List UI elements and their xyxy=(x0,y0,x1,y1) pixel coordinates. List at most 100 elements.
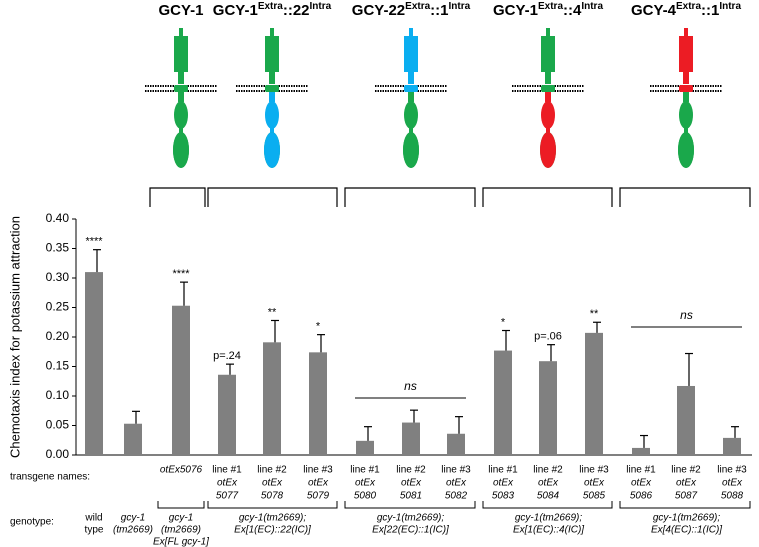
construct-title: GCY-1Extra::22Intra xyxy=(213,1,332,19)
extracellular-domain xyxy=(265,36,279,72)
extracellular-neck xyxy=(408,70,414,84)
transgene-name: otEx xyxy=(355,478,376,489)
transgene-name: line #1 xyxy=(488,465,518,476)
cyclase-tail xyxy=(540,132,556,168)
extracellular-domain xyxy=(679,36,693,72)
genotype: gcy-1 xyxy=(121,513,145,524)
transgene-name: 5079 xyxy=(307,491,330,502)
intracellular-neck xyxy=(545,92,551,102)
construct-mid: ::4 xyxy=(563,2,582,19)
cyclase-tail xyxy=(264,132,280,168)
transgene-name: 5084 xyxy=(537,491,560,502)
bar xyxy=(124,423,142,455)
transgene-name: otEx xyxy=(446,478,467,489)
construct-sup: Intra xyxy=(581,1,603,12)
transgene-name: otEx xyxy=(584,478,605,489)
genotype: Ex[1(EC)::4(IC)] xyxy=(513,525,584,536)
genotype-bracket xyxy=(207,501,338,509)
transmembrane xyxy=(541,85,555,92)
y-tick-label: 0.25 xyxy=(46,300,70,314)
transgene-name: otEx xyxy=(262,478,283,489)
bar xyxy=(309,352,327,455)
bar xyxy=(494,350,512,455)
extracellular-stalk xyxy=(409,28,413,38)
cyclase-tail xyxy=(678,132,694,168)
bar xyxy=(677,385,695,455)
extracellular-neck xyxy=(545,70,551,84)
bracket xyxy=(344,187,476,207)
bar xyxy=(447,433,465,455)
transgene-name: otEx xyxy=(631,478,652,489)
y-tick-label: 0.30 xyxy=(46,270,70,284)
transgene-name: line #3 xyxy=(303,465,333,476)
bracket xyxy=(619,187,751,207)
kinase-domain xyxy=(404,101,418,129)
transgene-name: line #2 xyxy=(533,465,563,476)
construct-name: GCY-1 xyxy=(213,2,258,19)
genotype: gcy-1 xyxy=(169,513,193,524)
construct-sup: Extra xyxy=(258,1,283,12)
extracellular-neck xyxy=(683,70,689,84)
transmembrane xyxy=(265,85,279,92)
intracellular-neck xyxy=(683,92,689,102)
genotype-bracket xyxy=(157,501,205,509)
intracellular-neck xyxy=(269,92,275,102)
construct-title: GCY-1 xyxy=(158,2,203,19)
extracellular-stalk xyxy=(179,28,183,38)
significance-label: ** xyxy=(268,306,277,318)
transmembrane xyxy=(404,85,418,92)
bar xyxy=(172,305,190,455)
genotype: Ex[4(EC)::1(IC)] xyxy=(651,525,722,536)
construct-name: GCY-1 xyxy=(493,2,538,19)
transgene-name: 5085 xyxy=(583,491,606,502)
genotype: gcy-1(tm2669); xyxy=(377,513,444,524)
bar xyxy=(85,272,103,455)
intracellular-neck xyxy=(178,92,184,102)
cyclase-tail xyxy=(173,132,189,168)
bracket xyxy=(207,187,338,207)
significance-label: ** xyxy=(590,308,599,320)
transgene-name: line #2 xyxy=(396,465,426,476)
intracellular-neck xyxy=(408,92,414,102)
extracellular-neck xyxy=(269,70,275,84)
genotype: (tm2669) xyxy=(113,525,153,536)
genotype: Ex[FL gcy-1] xyxy=(153,537,209,547)
extracellular-domain xyxy=(404,36,418,72)
construct-sup: Extra xyxy=(676,1,701,12)
transgene-name: 5082 xyxy=(445,491,468,502)
y-tick-label: 0.40 xyxy=(46,211,70,225)
genotype-bracket xyxy=(482,501,613,509)
significance-label: * xyxy=(316,321,321,333)
y-tick-label: 0.00 xyxy=(46,447,70,461)
transgene-name: line #1 xyxy=(212,465,242,476)
transgene-name: otEx xyxy=(722,478,743,489)
bar xyxy=(356,440,374,455)
transgene-row-label: transgene names: xyxy=(10,472,90,483)
cyclase-tail xyxy=(403,132,419,168)
construct-sup: Extra xyxy=(405,1,430,12)
transgene-name: 5083 xyxy=(492,491,515,502)
genotype-bracket xyxy=(344,501,476,509)
construct-name: GCY-22 xyxy=(352,2,405,19)
y-tick-label: 0.20 xyxy=(46,329,70,343)
transgene-name: 5087 xyxy=(675,491,698,502)
construct-sup: Intra xyxy=(449,1,471,12)
transgene-name: 5086 xyxy=(630,491,653,502)
y-tick-label: 0.15 xyxy=(46,359,70,373)
transgene-name: line #3 xyxy=(441,465,471,476)
transgene-name: line #1 xyxy=(350,465,380,476)
significance-label: **** xyxy=(85,236,103,248)
extracellular-stalk xyxy=(270,28,274,38)
transgene-name: otEx xyxy=(676,478,697,489)
transgene-name: line #1 xyxy=(626,465,656,476)
transmembrane xyxy=(679,85,693,92)
construct-sup: Intra xyxy=(719,1,741,12)
ns-label: ns xyxy=(680,308,693,322)
genotype: gcy-1(tm2669); xyxy=(239,513,306,524)
transgene-name: otEx5076 xyxy=(160,465,203,476)
construct-name: GCY-4 xyxy=(631,2,677,19)
transgene-name: 5088 xyxy=(721,491,744,502)
transgene-name: otEx xyxy=(493,478,514,489)
genotype: gcy-1(tm2669); xyxy=(515,513,582,524)
